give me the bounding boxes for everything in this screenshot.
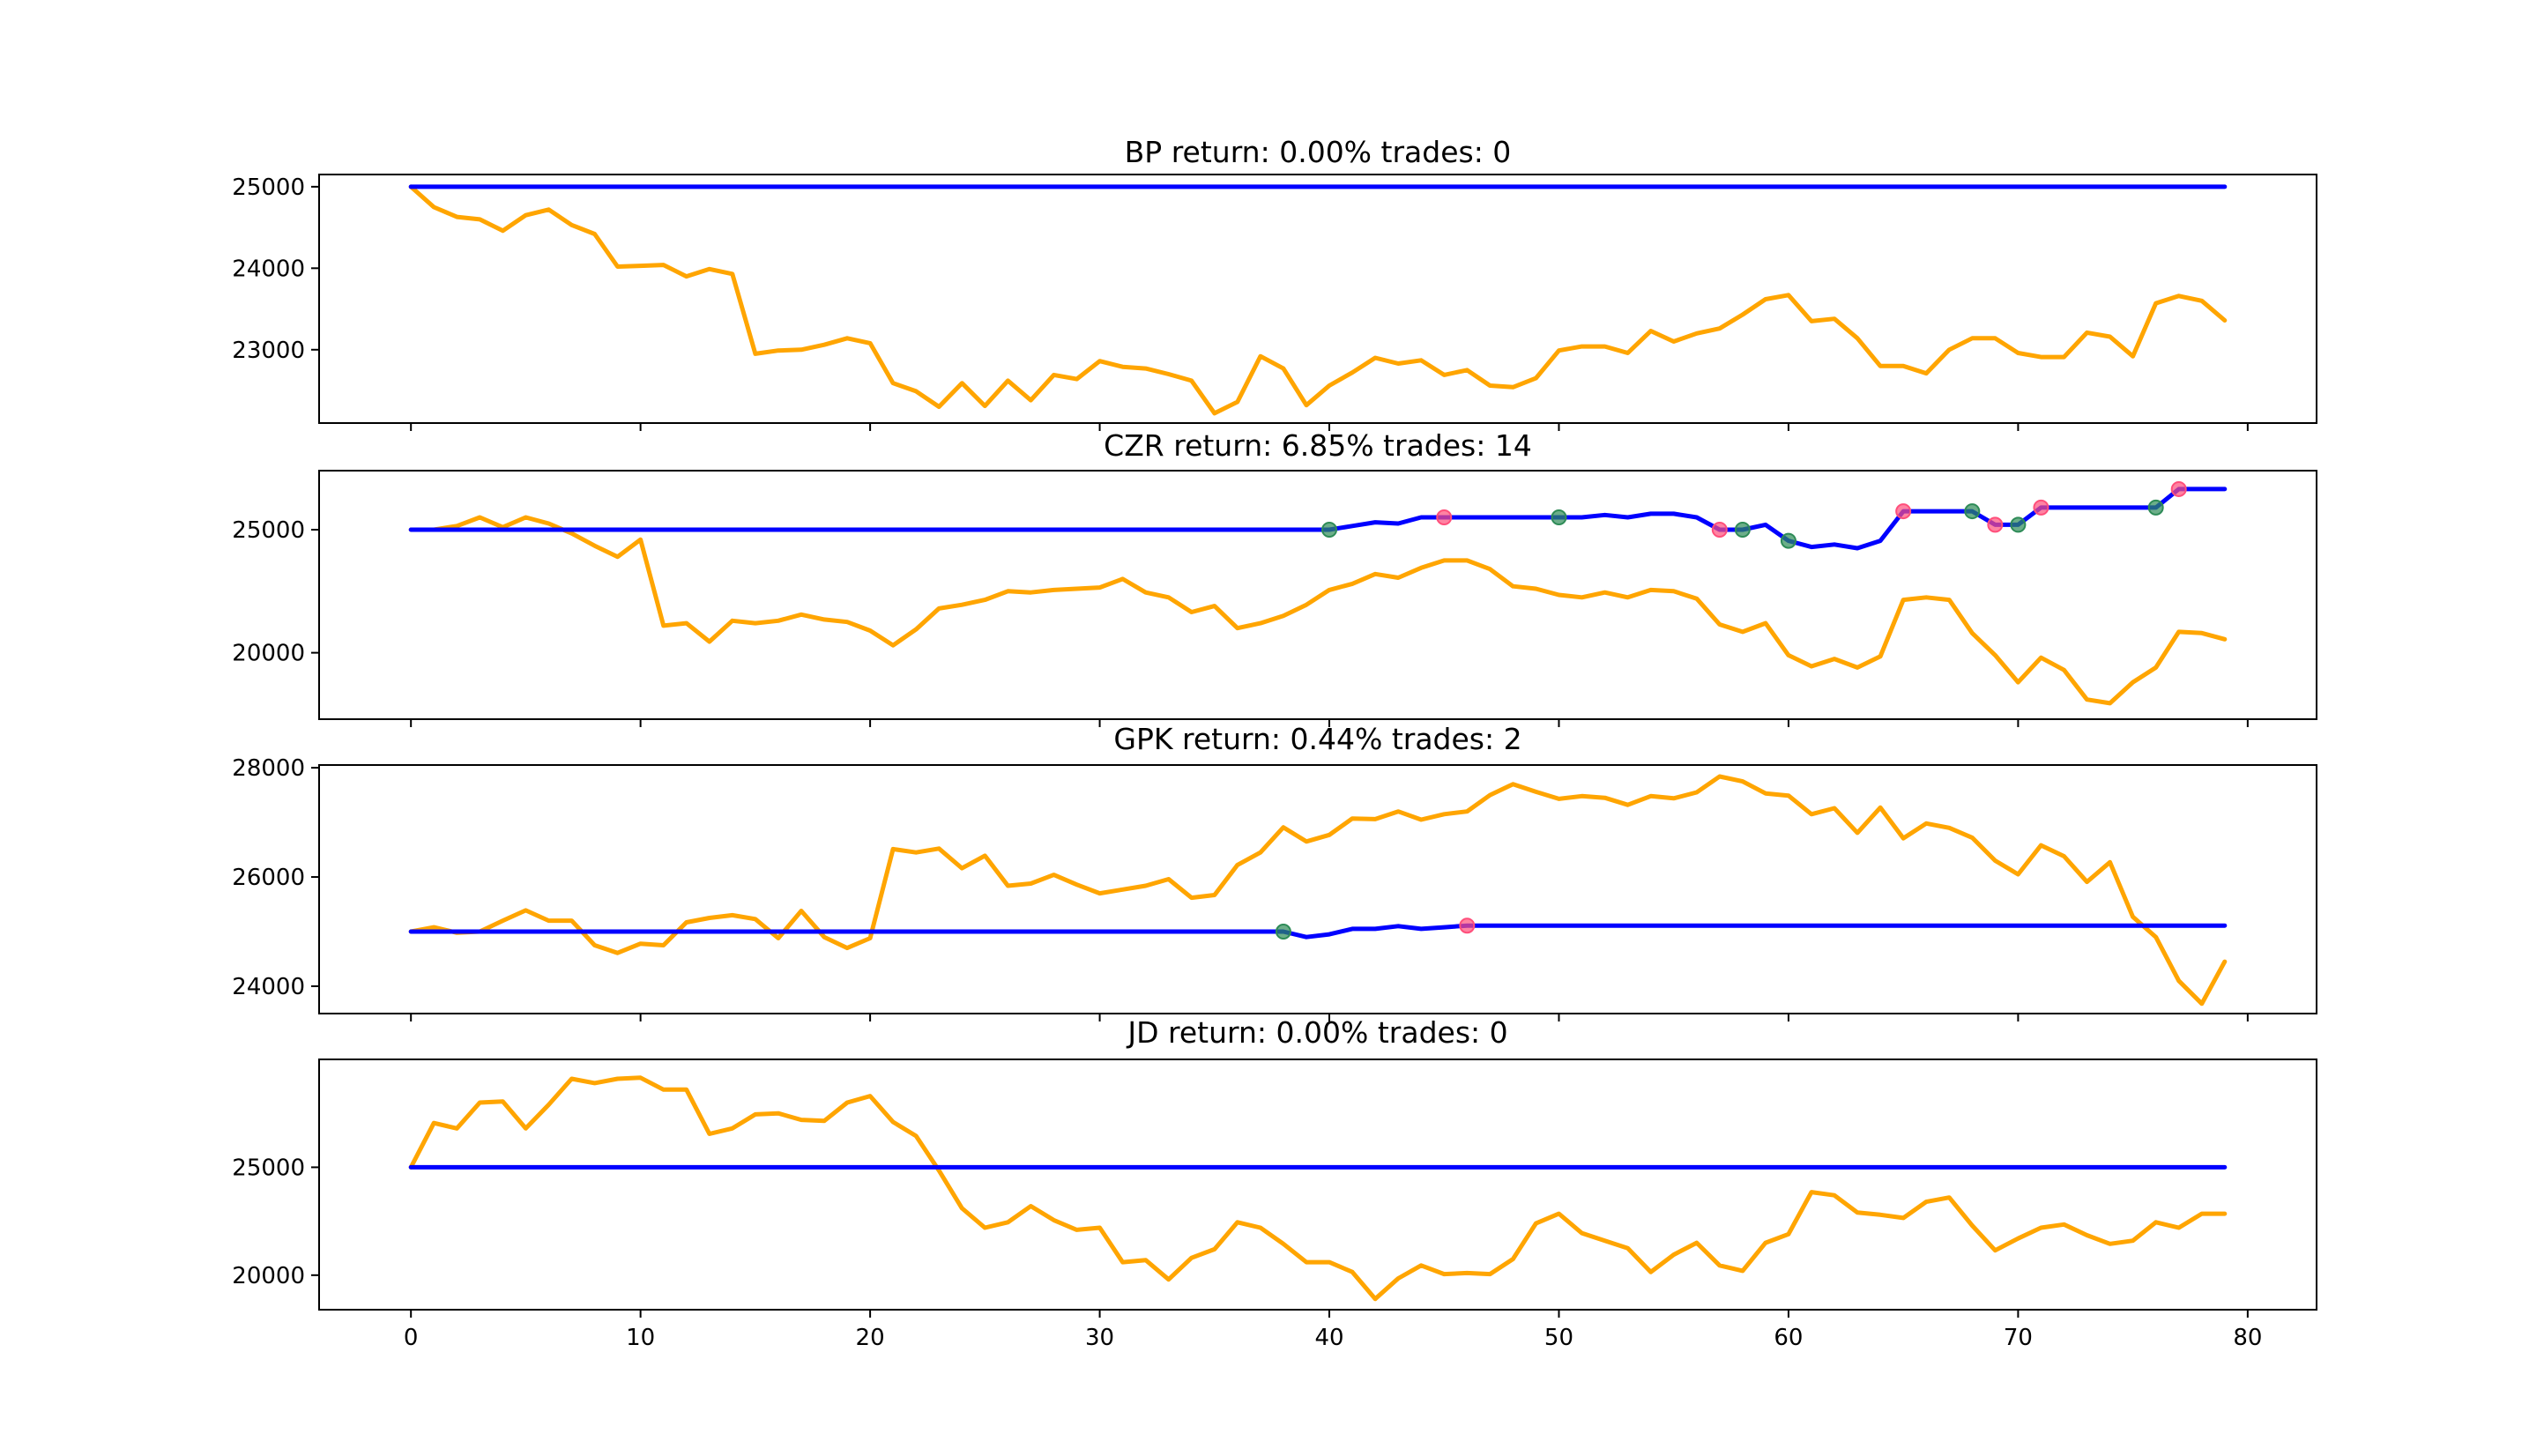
benchmark-line [408, 774, 2228, 1007]
strategy-line [408, 923, 2228, 940]
y-tick-label: 20000 [232, 641, 305, 667]
buy-marker [1275, 924, 1291, 940]
x-tick-label: 60 [1774, 1325, 1803, 1351]
subplot-title: CZR return: 6.85% trades: 14 [1104, 428, 1532, 463]
x-tick-label: 70 [2004, 1325, 2033, 1351]
buy-marker [2010, 516, 2027, 533]
y-tick-label: 26000 [232, 865, 305, 891]
subplot-jd: JD return: 0.00% trades: 0 0 10 20 30 40 50 60… [232, 1015, 2317, 1351]
axes-frame [318, 174, 2317, 424]
buy-marker [1734, 522, 1751, 539]
y-tick-label: 25000 [232, 175, 305, 201]
benchmark-line [408, 515, 2228, 706]
axes-frame [318, 1059, 2317, 1311]
y-tick-label: 28000 [232, 755, 305, 782]
subplot-title: JD return: 0.00% trades: 0 [1126, 1015, 1507, 1050]
subplot-title: GPK return: 0.44% trades: 2 [1113, 722, 1521, 756]
sell-marker [2033, 499, 2049, 516]
sell-marker [1895, 503, 1912, 520]
y-tick-label: 24000 [232, 974, 305, 1000]
benchmark-line [408, 1075, 2228, 1302]
buy-marker [1321, 522, 1338, 539]
x-tick-label: 30 [1085, 1325, 1114, 1351]
y-tick-label: 25000 [232, 517, 305, 544]
y-tick-label: 20000 [232, 1263, 305, 1289]
sell-marker [2170, 480, 2187, 497]
buy-marker [1780, 532, 1796, 549]
buy-marker [2147, 499, 2164, 516]
x-tick-label: 80 [2233, 1325, 2262, 1351]
x-tick-label: 20 [856, 1325, 885, 1351]
subplot-title: BP return: 0.00% trades: 0 [1125, 135, 1512, 169]
sell-marker [1459, 917, 1476, 934]
subplot-bp: BP return: 0.00% trades: 0 23000 24000 250… [232, 135, 2317, 431]
axes-frame [318, 764, 2317, 1014]
sell-marker [1711, 522, 1728, 539]
x-tick-label: 0 [404, 1325, 419, 1351]
subplot-czr: CZR return: 6.85% trades: 14 20000 25000 [232, 428, 2317, 727]
y-tick-label: 25000 [232, 1155, 305, 1181]
buy-marker [1964, 503, 1981, 520]
sell-marker [1987, 516, 2004, 533]
sell-marker [1436, 509, 1453, 526]
x-tick-label: 40 [1314, 1325, 1343, 1351]
axes-frame [318, 470, 2317, 720]
y-tick-label: 23000 [232, 338, 305, 364]
benchmark-line [408, 184, 2228, 416]
buy-marker [1551, 509, 1567, 526]
subplot-gpk: GPK return: 0.44% trades: 2 24000 26000 28… [232, 722, 2317, 1021]
x-tick-label: 10 [626, 1325, 655, 1351]
x-tick-label: 50 [1544, 1325, 1573, 1351]
strategy-line [408, 487, 2228, 551]
y-tick-label: 24000 [232, 256, 305, 282]
